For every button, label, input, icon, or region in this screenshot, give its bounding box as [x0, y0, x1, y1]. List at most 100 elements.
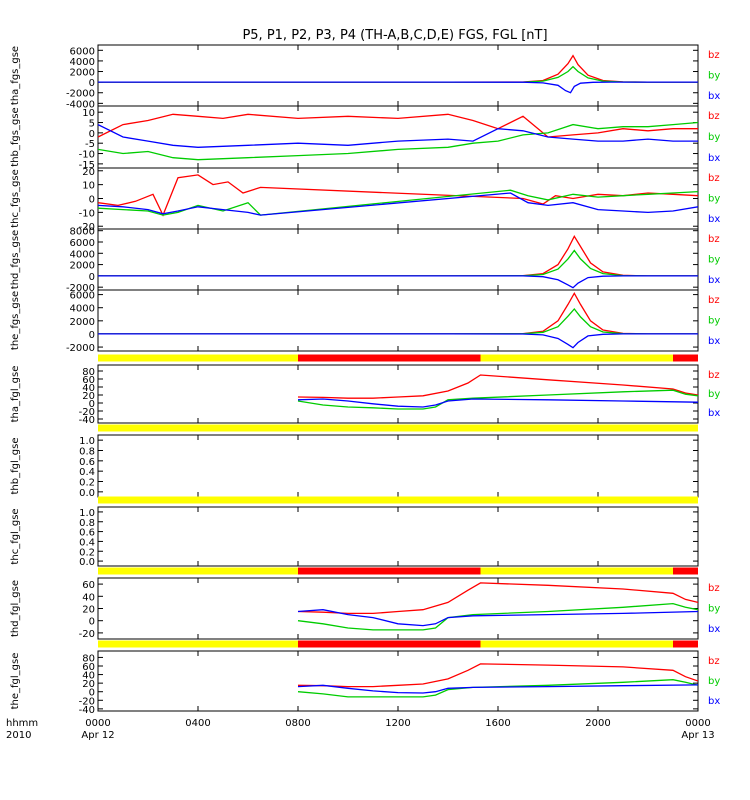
ytick-label: 80: [82, 653, 95, 664]
ytick-label: 6000: [70, 291, 95, 302]
ytick-label: -40: [79, 415, 95, 426]
series-line-bz: [98, 113, 698, 138]
ytick-label: 8000: [70, 227, 95, 238]
legend-label-by: by: [708, 255, 720, 266]
time-axis-label: hhmm: [6, 718, 38, 729]
ytick-label: 40: [82, 592, 95, 603]
panel-ylabel-thd_fgl_gse: thd_fgl_gse: [10, 580, 21, 637]
ytick-label: 60: [82, 580, 95, 591]
panel-ylabel-tha_fgs_gse: tha_fgs_gse: [10, 46, 21, 105]
mode-bar-segment-yellow: [98, 567, 298, 575]
ytick-label: -20: [79, 629, 95, 640]
xtick-label: 0400: [185, 718, 210, 729]
legend-label-bz: bz: [708, 50, 720, 61]
ytick-label: 0: [89, 272, 95, 283]
ytick-label: -40: [79, 705, 95, 716]
xtick-date: Apr 13: [681, 730, 714, 741]
series-line-bx: [297, 398, 698, 408]
legend-label-bz: bz: [708, 111, 720, 122]
ytick-label: 4000: [70, 57, 95, 68]
mode-bar-segment-yellow: [98, 354, 298, 362]
ytick-label: -10: [79, 150, 95, 161]
mode-bar-segment-yellow: [480, 640, 673, 648]
mode-bar-segment-red: [673, 640, 698, 648]
panel-ylabel-thb_fgs_gse: thb_fgs_gse: [10, 107, 21, 166]
panel-ylabel-tha_fgl_gse: tha_fgl_gse: [10, 366, 21, 423]
ytick-label: 0: [89, 330, 95, 341]
legend-label-by: by: [708, 604, 720, 615]
ytick-label: 0.6: [79, 528, 95, 539]
ytick-label: -5: [85, 139, 95, 150]
series-line-by: [98, 65, 698, 83]
panel-ylabel-thc_fgl_gse: thc_fgl_gse: [10, 508, 21, 564]
ytick-label: 0.4: [79, 537, 95, 548]
mode-bar-segment-red: [673, 567, 698, 575]
ytick-label: 40: [82, 383, 95, 394]
time-axis-year: 2010: [6, 730, 31, 741]
legend-label-by: by: [708, 389, 720, 400]
mode-bar-segment-red: [298, 567, 481, 575]
mode-bar-segment-red: [673, 354, 698, 362]
panel-ylabel-thc_fgs_gse: thc_fgs_gse: [10, 169, 21, 228]
xtick-label: 1200: [385, 718, 410, 729]
series-line-by: [297, 679, 698, 698]
legend-label-bz: bz: [708, 370, 720, 381]
mode-bar-segment-yellow: [480, 567, 673, 575]
mode-bar-segment-red: [298, 354, 481, 362]
ytick-label: 0.0: [79, 488, 95, 499]
legend-label-bz: bz: [708, 173, 720, 184]
legend-label-by: by: [708, 71, 720, 82]
ytick-label: 0.2: [79, 547, 95, 558]
ytick-label: 0: [89, 129, 95, 140]
legend-label-bx: bx: [708, 275, 720, 286]
series-line-by: [297, 602, 698, 631]
panel-frame: [97, 228, 699, 291]
series-line-bx: [98, 81, 698, 94]
ytick-label: -20: [79, 696, 95, 707]
ytick-label: 2000: [70, 68, 95, 79]
legend-label-by: by: [708, 132, 720, 143]
legend-label-bx: bx: [708, 153, 720, 164]
series-line-bx: [98, 333, 698, 349]
ytick-label: 0: [89, 195, 95, 206]
panel-frame: [97, 289, 699, 352]
panel-frame: [97, 650, 699, 712]
xtick-date: Apr 12: [81, 730, 114, 741]
ytick-label: 1.0: [79, 436, 95, 447]
series-line-bz: [98, 54, 698, 83]
ytick-label: 5: [89, 119, 95, 130]
ytick-label: 10: [82, 181, 95, 192]
mode-bar-segment-yellow: [98, 640, 298, 648]
xtick-label: 2000: [585, 718, 610, 729]
mode-bar-segment-red: [298, 640, 481, 648]
legend-label-bx: bx: [708, 408, 720, 419]
series-line-bz: [297, 374, 698, 399]
series-line-bx: [297, 609, 698, 627]
series-line-bz: [297, 582, 698, 615]
legend-label-bx: bx: [708, 214, 720, 225]
legend-label-by: by: [708, 194, 720, 205]
series-line-bz: [297, 663, 698, 688]
panel-frame: [97, 44, 699, 107]
legend-label-by: by: [708, 316, 720, 327]
ytick-label: 2000: [70, 261, 95, 272]
panel-frame: [97, 364, 699, 424]
ytick-label: 0: [89, 688, 95, 699]
ytick-label: 2000: [70, 317, 95, 328]
xtick-label: 0000: [85, 718, 110, 729]
ytick-label: 0: [89, 617, 95, 628]
xtick-label: 0000: [685, 718, 710, 729]
ytick-label: 20: [82, 391, 95, 402]
panel-frame: [97, 506, 699, 567]
series-line-bx: [98, 192, 698, 216]
legend-label-bx: bx: [708, 624, 720, 635]
legend-label-bx: bx: [708, 91, 720, 102]
mode-bar-segment-yellow: [480, 354, 673, 362]
ytick-label: 0.8: [79, 518, 95, 529]
series-line-by: [98, 307, 698, 335]
legend-label-by: by: [708, 676, 720, 687]
ytick-label: -20: [79, 222, 95, 233]
legend-label-bz: bz: [708, 295, 720, 306]
ytick-label: 4000: [70, 304, 95, 315]
